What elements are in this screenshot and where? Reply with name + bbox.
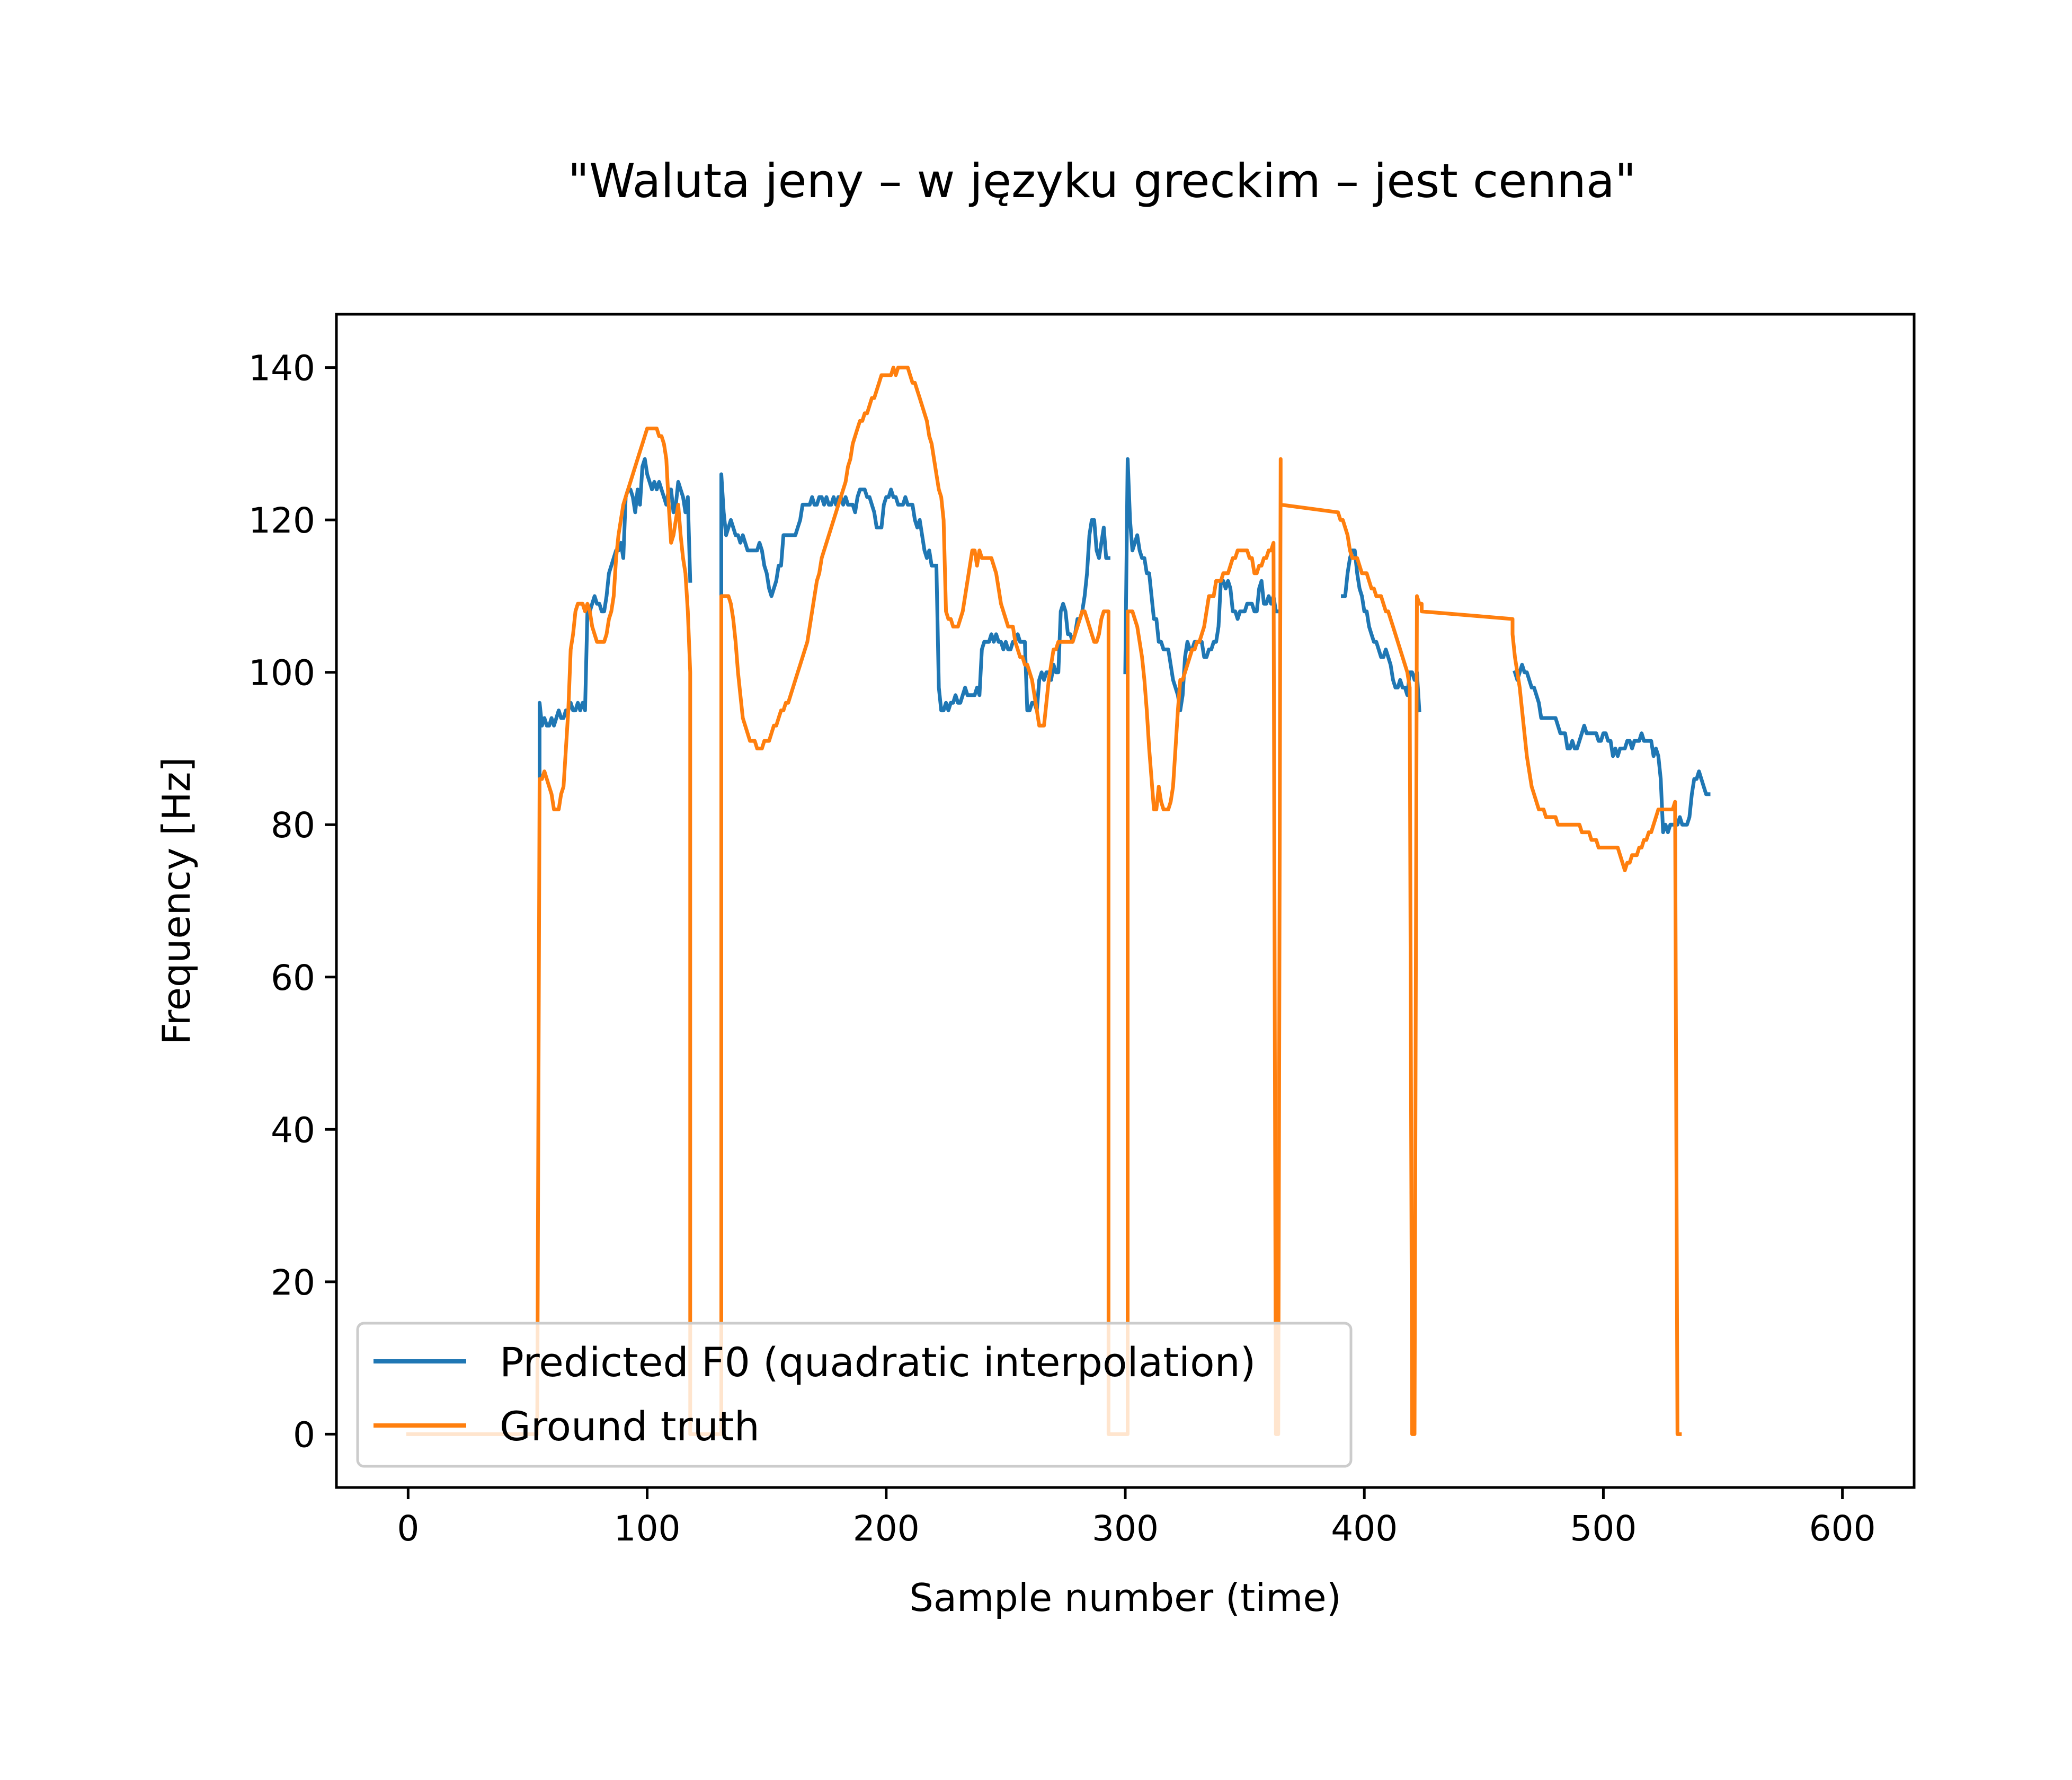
x-tick-label: 500	[1570, 1508, 1637, 1549]
y-tick-label: 80	[271, 805, 315, 846]
series-0-line-segment-1	[719, 472, 936, 614]
series-0	[538, 457, 1711, 835]
x-tick-label: 300	[1092, 1508, 1159, 1549]
y-tick-label: 60	[271, 958, 315, 998]
legend: Predicted F0 (quadratic interpolation) G…	[356, 1322, 1353, 1468]
y-tick-label: 20	[271, 1262, 315, 1303]
legend-label-ground-truth: Ground truth	[500, 1403, 760, 1450]
y-tick-label: 0	[293, 1414, 315, 1455]
x-tick-label: 100	[614, 1508, 681, 1549]
series-0-line-segment-0	[538, 457, 692, 781]
x-tick-label: 0	[397, 1508, 419, 1549]
x-tick-label: 400	[1331, 1508, 1398, 1549]
y-tick-label: 40	[271, 1110, 315, 1150]
y-tick-label: 100	[248, 653, 315, 694]
legend-box	[356, 1322, 1353, 1468]
y-tick-label: 120	[248, 500, 315, 541]
x-tick-label: 600	[1809, 1508, 1876, 1549]
x-tick-label: 200	[853, 1508, 920, 1549]
chart-title: "Waluta jeny – w języku greckim – jest c…	[568, 154, 1637, 208]
series-0-line-segment-3	[1123, 457, 1280, 713]
series-layer	[406, 366, 1711, 1436]
legend-label-predicted: Predicted F0 (quadratic interpolation)	[500, 1339, 1256, 1386]
x-axis: 0 100 200 300 400 500 600	[397, 1487, 1876, 1549]
series-1	[406, 366, 1682, 1436]
y-tick-label: 140	[248, 348, 315, 389]
y-axis: 0 20 40 60 80 100 120 140	[248, 348, 336, 1455]
x-axis-label: Sample number (time)	[909, 1575, 1341, 1620]
series-1-line-segment-0	[406, 366, 1682, 1436]
y-axis-label: Frequency [Hz]	[154, 757, 199, 1045]
